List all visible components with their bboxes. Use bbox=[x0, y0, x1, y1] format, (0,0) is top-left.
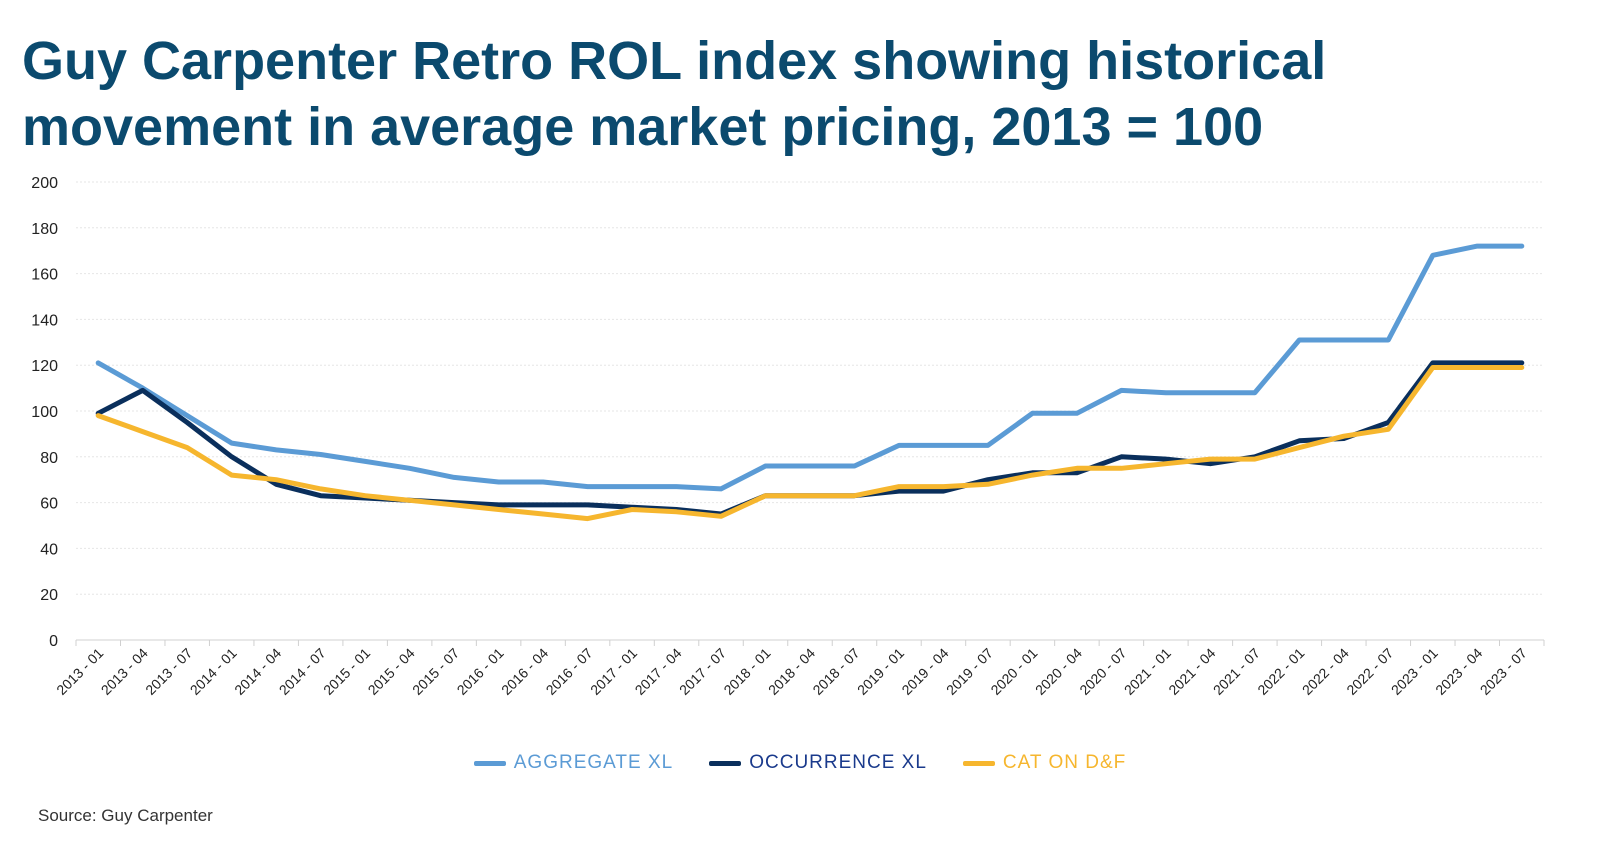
y-tick-label: 80 bbox=[40, 450, 58, 467]
x-tick-label: 2017 - 07 bbox=[676, 645, 729, 698]
x-tick-label: 2018 - 07 bbox=[809, 645, 862, 698]
x-tick-label: 2013 - 04 bbox=[98, 645, 151, 698]
x-tick-label: 2021 - 01 bbox=[1121, 645, 1174, 698]
x-tick-label: 2016 - 07 bbox=[543, 645, 596, 698]
x-tick-label: 2015 - 07 bbox=[409, 645, 462, 698]
legend-label-cat: CAT ON D&F bbox=[1002, 752, 1127, 773]
x-tick-label: 2015 - 04 bbox=[365, 645, 418, 698]
x-tick-label: 2023 - 04 bbox=[1432, 645, 1485, 698]
x-tick-label: 2014 - 01 bbox=[187, 645, 240, 698]
x-tick-label: 2016 - 04 bbox=[498, 645, 551, 698]
legend-item-aggregate: AGGREGATE XL bbox=[473, 752, 674, 774]
chart-title: Guy Carpenter Retro ROL index showing hi… bbox=[22, 28, 1522, 160]
y-tick-label: 120 bbox=[31, 358, 58, 375]
legend-swatch-aggregate bbox=[473, 760, 506, 766]
x-tick-label: 2019 - 07 bbox=[943, 645, 996, 698]
x-tick-label: 2022 - 01 bbox=[1254, 645, 1307, 698]
y-tick-label: 160 bbox=[31, 267, 58, 284]
x-tick-label: 2018 - 04 bbox=[765, 645, 818, 698]
x-tick-label: 2014 - 07 bbox=[276, 645, 329, 698]
y-tick-label: 140 bbox=[31, 312, 58, 329]
y-tick-label: 100 bbox=[31, 404, 58, 421]
x-tick-label: 2016 - 01 bbox=[454, 645, 507, 698]
y-tick-label: 60 bbox=[40, 496, 58, 513]
legend-item-cat: CAT ON D&F bbox=[962, 752, 1127, 774]
x-tick-label: 2021 - 07 bbox=[1210, 645, 1263, 698]
legend-item-occurrence: OCCURRENCE XL bbox=[709, 752, 927, 774]
y-tick-label: 0 bbox=[49, 633, 58, 650]
x-tick-label: 2022 - 07 bbox=[1343, 645, 1396, 698]
x-tick-label: 2022 - 04 bbox=[1299, 645, 1352, 698]
x-tick-label: 2013 - 07 bbox=[142, 645, 195, 698]
chart-title-line-1: Guy Carpenter Retro ROL index showing hi… bbox=[22, 31, 1327, 91]
x-tick-label: 2023 - 01 bbox=[1388, 645, 1441, 698]
legend-label-aggregate: AGGREGATE XL bbox=[513, 752, 674, 773]
x-tick-label: 2020 - 07 bbox=[1076, 645, 1129, 698]
series-line-aggregate bbox=[95, 243, 1525, 492]
legend-swatch-cat bbox=[962, 760, 995, 766]
y-tick-label: 20 bbox=[40, 587, 58, 604]
x-tick-label: 2021 - 04 bbox=[1165, 645, 1218, 698]
x-tick-label: 2020 - 04 bbox=[1032, 645, 1085, 698]
y-tick-label: 40 bbox=[40, 541, 58, 558]
legend-label-occurrence: OCCURRENCE XL bbox=[749, 752, 927, 773]
y-tick-label: 200 bbox=[31, 175, 58, 192]
series-line-occurrence bbox=[95, 360, 1525, 517]
x-tick-label: 2014 - 04 bbox=[231, 645, 284, 698]
chart-legend: AGGREGATE XL OCCURRENCE XL CAT ON D&F bbox=[0, 752, 1600, 774]
x-tick-label: 2013 - 01 bbox=[53, 645, 106, 698]
x-tick-label: 2017 - 04 bbox=[632, 645, 685, 698]
x-tick-label: 2019 - 04 bbox=[898, 645, 951, 698]
chart-title-line-2: movement in average market pricing, 2013… bbox=[22, 97, 1264, 157]
x-tick-label: 2019 - 01 bbox=[854, 645, 907, 698]
legend-swatch-occurrence bbox=[709, 760, 742, 766]
x-tick-label: 2020 - 01 bbox=[987, 645, 1040, 698]
x-tick-label: 2017 - 01 bbox=[587, 645, 640, 698]
x-tick-label: 2018 - 01 bbox=[720, 645, 773, 698]
x-tick-label: 2023 - 07 bbox=[1477, 645, 1530, 698]
series-line-cat bbox=[95, 365, 1525, 522]
x-tick-label: 2015 - 01 bbox=[320, 645, 373, 698]
y-tick-label: 180 bbox=[31, 221, 58, 238]
source-note: Source: Guy Carpenter bbox=[38, 806, 213, 825]
